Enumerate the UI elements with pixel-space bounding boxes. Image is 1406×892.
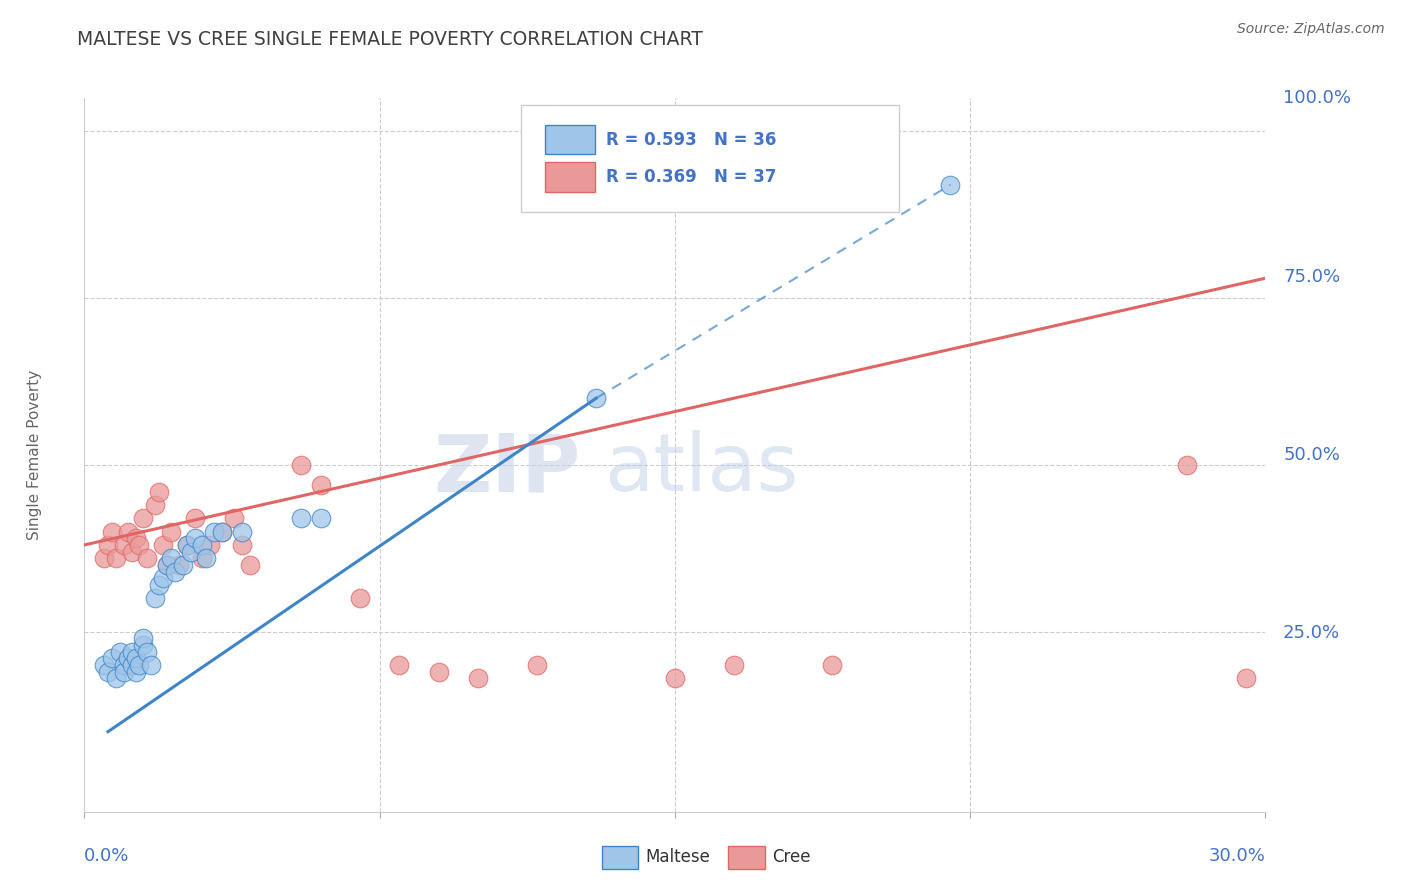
Text: 25.0%: 25.0% (1284, 624, 1340, 642)
Point (1234, 671, 1257, 685)
Point (117, 651, 139, 665)
Point (124, 651, 146, 665)
Text: Single Female Poverty: Single Female Poverty (27, 370, 42, 540)
Point (148, 578, 170, 592)
Point (101, 524, 124, 539)
Point (121, 544, 143, 558)
Point (132, 511, 155, 525)
Point (112, 538, 135, 552)
Point (143, 591, 166, 606)
Point (211, 524, 233, 539)
Text: R = 0.593   N = 36: R = 0.593 N = 36 (606, 130, 776, 148)
Point (136, 551, 159, 566)
Point (112, 665, 135, 679)
Text: 30.0%: 30.0% (1209, 847, 1265, 865)
Point (124, 531, 146, 545)
Point (526, 658, 548, 673)
Point (156, 558, 179, 572)
Text: R = 0.369   N = 37: R = 0.369 N = 37 (606, 168, 778, 186)
Point (128, 538, 150, 552)
Point (239, 558, 262, 572)
Point (290, 511, 312, 525)
Point (160, 524, 183, 539)
Text: 75.0%: 75.0% (1284, 268, 1340, 285)
Point (160, 551, 183, 566)
Text: 100.0%: 100.0% (1284, 89, 1351, 107)
Point (128, 658, 150, 673)
Point (156, 558, 179, 572)
Point (821, 658, 844, 673)
Text: 50.0%: 50.0% (1284, 446, 1340, 464)
FancyBboxPatch shape (522, 105, 900, 212)
Point (202, 524, 225, 539)
Text: MALTESE VS CREE SINGLE FEMALE POVERTY CORRELATION CHART: MALTESE VS CREE SINGLE FEMALE POVERTY CO… (77, 30, 703, 49)
Point (176, 538, 198, 552)
Point (939, 178, 962, 192)
Point (143, 498, 166, 512)
Point (664, 671, 686, 685)
Point (124, 665, 146, 679)
Text: Cree: Cree (772, 848, 810, 866)
Text: atlas: atlas (605, 430, 799, 508)
FancyBboxPatch shape (546, 161, 595, 192)
FancyBboxPatch shape (546, 125, 595, 154)
Text: 0.0%: 0.0% (84, 847, 129, 865)
Point (180, 544, 202, 558)
Point (183, 531, 205, 545)
Point (132, 632, 155, 646)
Text: Source: ZipAtlas.com: Source: ZipAtlas.com (1237, 22, 1385, 37)
Text: Maltese: Maltese (645, 848, 710, 866)
Point (136, 645, 159, 659)
Point (121, 658, 143, 673)
Point (152, 538, 174, 552)
Point (172, 558, 194, 572)
Point (200, 538, 222, 552)
Point (222, 511, 245, 525)
Point (183, 511, 205, 525)
Point (104, 671, 127, 685)
Point (117, 524, 139, 539)
Point (176, 538, 198, 552)
Point (231, 538, 253, 552)
Point (191, 538, 214, 552)
Point (723, 658, 745, 673)
Point (427, 665, 450, 679)
Point (112, 658, 135, 673)
Point (101, 651, 124, 665)
Point (108, 645, 131, 659)
Point (141, 658, 163, 673)
Point (231, 524, 253, 539)
Point (211, 524, 233, 539)
Point (290, 458, 312, 472)
Point (163, 565, 186, 579)
Point (93, 551, 115, 566)
Point (309, 478, 332, 492)
Point (167, 558, 190, 572)
Point (132, 638, 155, 652)
Point (349, 591, 371, 606)
Point (195, 551, 218, 566)
Point (152, 571, 174, 585)
Point (93, 658, 115, 673)
Point (388, 658, 411, 673)
Text: ZIP: ZIP (433, 430, 581, 508)
Point (1175, 458, 1198, 472)
Point (104, 551, 127, 566)
Point (467, 671, 489, 685)
Point (585, 391, 607, 405)
Point (121, 645, 143, 659)
Point (97, 538, 120, 552)
Point (148, 484, 170, 499)
Point (309, 511, 332, 525)
Point (97, 665, 120, 679)
Point (191, 551, 214, 566)
